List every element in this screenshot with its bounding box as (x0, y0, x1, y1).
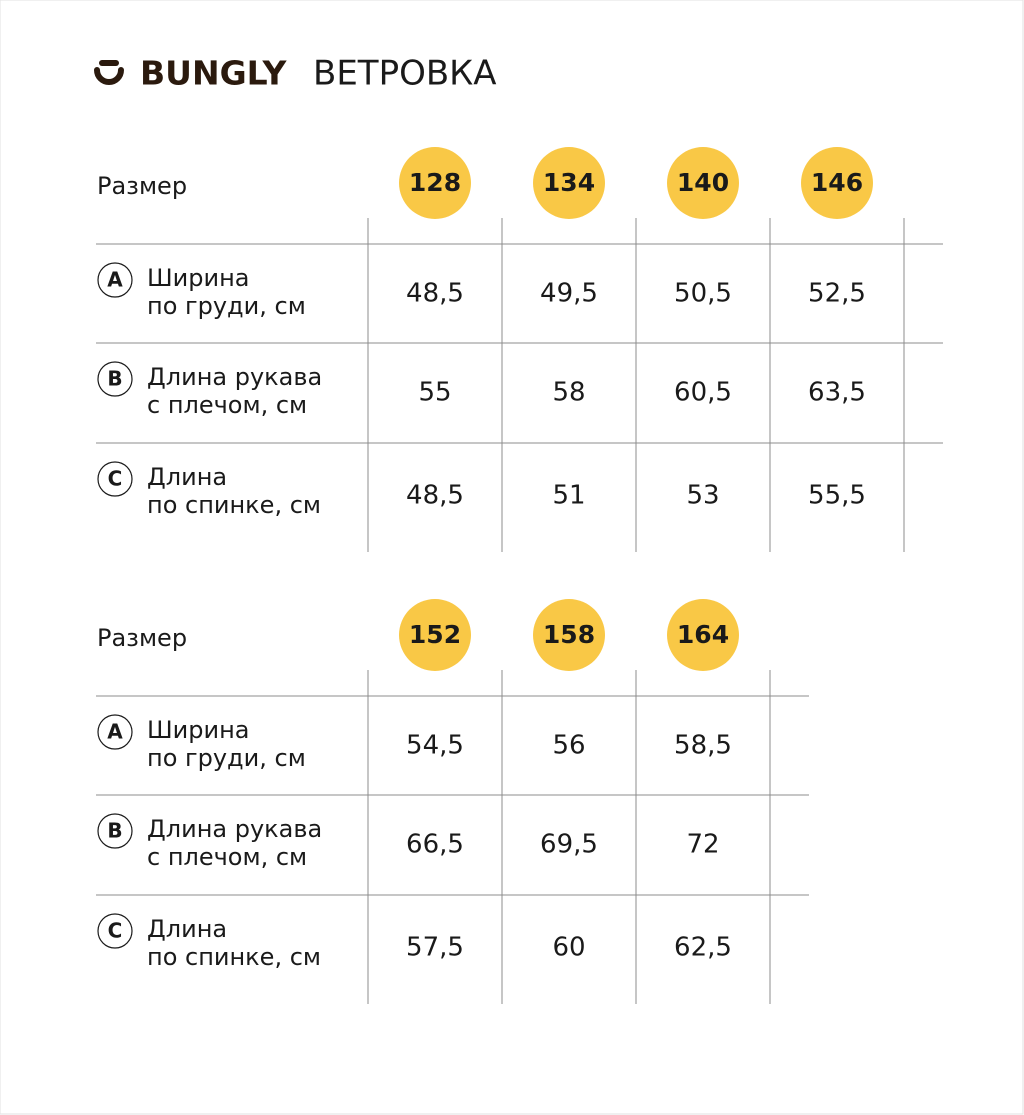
row-label: Длина рукава (147, 815, 322, 843)
size-value: 152 (409, 620, 461, 649)
row-label: по груди, см (147, 292, 306, 320)
cell-value: 48,5 (406, 481, 464, 511)
cell-value: 60 (552, 933, 585, 963)
cell-value: 63,5 (808, 378, 866, 408)
row-label: с плечом, см (147, 843, 307, 871)
size-label: Размер (97, 624, 187, 652)
cell-value: 50,5 (674, 279, 732, 309)
logo-icon (94, 60, 124, 85)
cell-value: 51 (552, 481, 585, 511)
row-letter-badge (97, 461, 133, 497)
size-value: 164 (677, 620, 729, 649)
size-value: 146 (811, 168, 863, 197)
title: ВЕТРОВКА (313, 54, 497, 94)
row-letter-badge (97, 262, 133, 298)
size-badge (801, 147, 873, 219)
row-letter: B (107, 819, 122, 843)
cell-value: 56 (552, 731, 585, 761)
cell-value: 58 (552, 378, 585, 408)
size-value: 158 (543, 620, 595, 649)
cell-value: 48,5 (406, 279, 464, 309)
cell-value: 54,5 (406, 731, 464, 761)
cell-value: 66,5 (406, 830, 464, 860)
size-value: 128 (409, 168, 461, 197)
size-badge (399, 147, 471, 219)
row-letter: A (107, 268, 123, 292)
size-badge (667, 599, 739, 671)
row-letter-badge (97, 913, 133, 949)
size-value: 134 (543, 168, 595, 197)
size-badge (533, 147, 605, 219)
row-label: Длина (147, 915, 227, 943)
cell-value: 72 (686, 830, 719, 860)
size-badge (399, 599, 471, 671)
cell-value: 58,5 (674, 731, 732, 761)
row-label: Ширина (147, 716, 250, 744)
cell-value: 49,5 (540, 279, 598, 309)
cell-value: 62,5 (674, 933, 732, 963)
size-value: 140 (677, 168, 729, 197)
cell-value: 52,5 (808, 279, 866, 309)
row-letter: C (108, 919, 123, 943)
row-letter-badge (97, 714, 133, 750)
row-letter-badge (97, 361, 133, 397)
row-letter: C (108, 467, 123, 491)
brand: BUNGLY (140, 54, 288, 93)
row-label: по спинке, см (147, 491, 321, 519)
row-label: по груди, см (147, 744, 306, 772)
size-badge (667, 147, 739, 219)
row-letter: A (107, 720, 123, 744)
cell-value: 57,5 (406, 933, 464, 963)
cell-value: 53 (686, 481, 719, 511)
row-label: Длина рукава (147, 363, 322, 391)
cell-value: 55 (418, 378, 451, 408)
size-badge (533, 599, 605, 671)
cell-value: 69,5 (540, 830, 598, 860)
row-letter: B (107, 367, 122, 391)
cell-value: 55,5 (808, 481, 866, 511)
size-label: Размер (97, 172, 187, 200)
cell-value: 60,5 (674, 378, 732, 408)
row-label: с плечом, см (147, 391, 307, 419)
row-letter-badge (97, 813, 133, 849)
row-label: Длина (147, 463, 227, 491)
row-label: Ширина (147, 264, 250, 292)
row-label: по спинке, см (147, 943, 321, 971)
